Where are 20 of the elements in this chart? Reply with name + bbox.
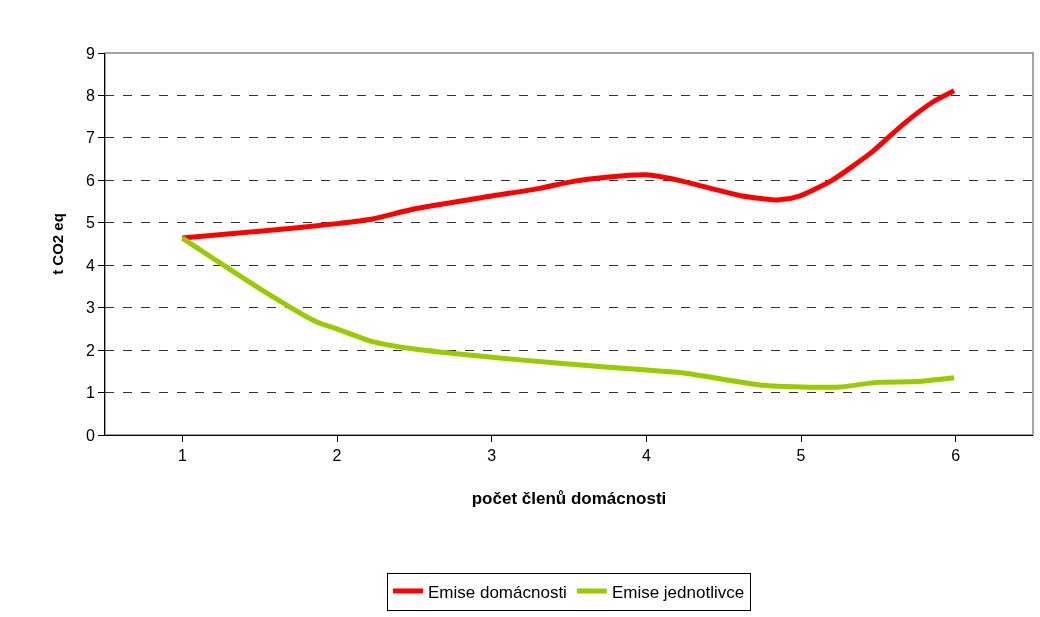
x-tick-label: 1 xyxy=(177,447,187,465)
x-tick-label: 3 xyxy=(487,447,497,465)
x-tick-label: 5 xyxy=(796,447,806,465)
y-tick-label: 1 xyxy=(85,384,95,402)
x-tick-label: 2 xyxy=(332,447,342,465)
y-axis-title: t CO2 eq xyxy=(49,213,67,275)
y-tick-label: 3 xyxy=(85,299,95,317)
y-tick-label: 0 xyxy=(85,426,95,444)
y-tick-label: 6 xyxy=(85,171,95,189)
x-axis-title: počet členů domácnosti xyxy=(471,488,667,508)
y-tick-label: 5 xyxy=(85,214,95,232)
x-tick-label: 4 xyxy=(641,447,651,465)
y-tick-label: 7 xyxy=(85,129,95,147)
y-tick-label: 9 xyxy=(85,44,95,62)
legend-label: Emise jednotlivce xyxy=(611,582,745,602)
y-tick-label: 8 xyxy=(85,87,95,105)
y-tick-label: 2 xyxy=(85,341,95,359)
legend-label: Emise domácnosti xyxy=(428,582,567,602)
y-tick-label: 4 xyxy=(85,256,95,274)
x-tick-label: 6 xyxy=(951,447,961,465)
